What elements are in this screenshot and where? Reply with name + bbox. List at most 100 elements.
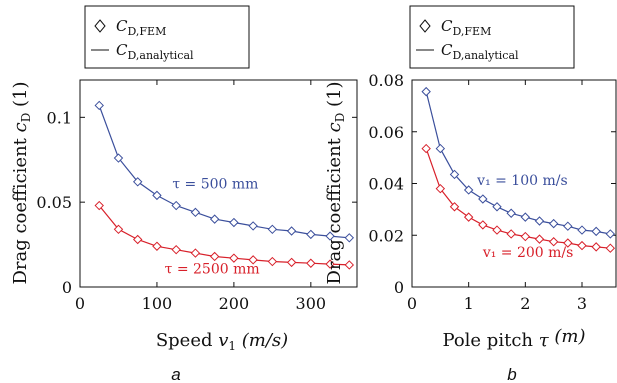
- y-tick-label-a: 0: [62, 278, 72, 297]
- fem-point-b-0: [449, 169, 460, 180]
- fem-point-a-1: [133, 234, 143, 245]
- series-annotation-b-0: v₁ = 100 m/s: [476, 173, 568, 189]
- y-axis-label-b: Drag coefficient cD (1): [324, 81, 347, 284]
- y-tick-label-b: 0.02: [368, 226, 404, 245]
- legend-analytical-sub-a: D,analytical: [127, 49, 194, 62]
- x-label-unit-a: (m/s): [236, 330, 288, 351]
- fem-point-b-1: [421, 143, 431, 154]
- fem-point-a-1: [267, 256, 278, 267]
- fem-point-a-0: [171, 200, 181, 211]
- fem-point-b-1: [435, 183, 446, 194]
- fem-point-a-0: [306, 229, 316, 240]
- y-tick-label-a: 0.1: [47, 108, 72, 127]
- y-tick-label-b: 0.08: [368, 71, 404, 90]
- legend-diamond-marker-a: [94, 19, 106, 33]
- fem-point-a-0: [209, 214, 220, 224]
- x-tick-label-b: 2: [520, 294, 530, 313]
- fem-point-b-1: [449, 202, 460, 212]
- series-b: v₁ = 100 m/s v₁ = 200 m/s: [421, 86, 616, 261]
- fem-point-a-1: [94, 200, 104, 211]
- x-label-var-b: τ: [539, 330, 550, 351]
- legend-b: CD,FEM CD,analytical: [409, 5, 575, 69]
- fem-point-a-1: [248, 255, 258, 265]
- series-annotation-b-1: v₁ = 200 m/s: [482, 245, 574, 261]
- fem-point-a-1: [209, 251, 220, 262]
- legend-fem-main-a: C: [116, 17, 128, 35]
- fem-point-a-1: [113, 224, 124, 235]
- legend-entry-fem-a: CD,FEM: [116, 17, 166, 38]
- fem-point-b-0: [506, 208, 516, 218]
- y-label-sub-b: D: [333, 113, 347, 123]
- ticks-a: 0 100 200 300 0 0.05 0.1: [36, 80, 357, 313]
- x-tick-label-b: 3: [577, 294, 587, 313]
- x-label-main-b: Pole pitch: [442, 330, 538, 351]
- fem-point-a-0: [325, 231, 335, 241]
- fem-point-a-0: [344, 233, 355, 243]
- fem-point-a-0: [286, 226, 297, 236]
- fem-point-b-1: [577, 240, 587, 251]
- fem-point-b-1: [463, 212, 474, 222]
- legend-diamond-marker-b: [419, 19, 431, 33]
- fem-point-b-0: [563, 221, 573, 231]
- fem-point-b-0: [548, 218, 559, 229]
- x-tick-label-a: 300: [296, 294, 327, 313]
- legend-entry-fem-b: CD,FEM: [441, 17, 491, 38]
- legend-fem-sub-a: D,FEM: [127, 25, 166, 38]
- x-label-main-a: Speed: [156, 330, 218, 351]
- fem-point-b-0: [478, 194, 488, 204]
- legend-entry-analytical-a: CD,analytical: [116, 41, 194, 62]
- fem-point-a-0: [229, 217, 239, 228]
- fem-point-b-0: [591, 226, 601, 237]
- panel-label-a: a: [171, 365, 180, 383]
- fem-point-b-1: [548, 237, 559, 247]
- fem-point-b-1: [534, 234, 545, 244]
- legend-analytical-sub-b: D,analytical: [452, 49, 519, 62]
- y-axis-label-a: Drag coefficient cD (1): [10, 81, 33, 284]
- fem-point-b-1: [492, 225, 502, 235]
- y-tick-label-b: 0: [394, 278, 404, 297]
- fem-point-a-0: [152, 190, 162, 201]
- fem-point-a-0: [94, 100, 104, 111]
- analytical-line-b-0: [425, 91, 611, 235]
- analytical-line-a-0: [98, 105, 350, 239]
- fem-point-a-0: [267, 224, 278, 235]
- fem-point-a-1: [286, 257, 297, 268]
- legend-fem-main-b: C: [441, 17, 453, 35]
- y-label-main-a: Drag coefficient: [10, 132, 31, 284]
- y-tick-label-b: 0.04: [368, 175, 404, 194]
- legend-box-b: [409, 5, 575, 69]
- x-tick-label-b: 1: [464, 294, 474, 313]
- fem-point-b-0: [435, 143, 446, 154]
- x-axis-label-a: Speed v1 (m/s): [156, 330, 288, 353]
- fem-point-a-1: [171, 244, 181, 255]
- y-label-unit-b: (1): [324, 81, 345, 112]
- fem-point-b-0: [463, 185, 474, 195]
- fem-point-a-0: [133, 177, 143, 187]
- series-annotation-a-1: τ = 2500 mm: [165, 261, 260, 277]
- y-label-unit-a: (1): [10, 81, 31, 112]
- fem-point-b-1: [605, 243, 616, 253]
- legend-box-a: [84, 5, 250, 69]
- fem-point-b-1: [506, 229, 516, 239]
- fem-point-a-1: [325, 259, 335, 269]
- fem-point-a-0: [248, 221, 258, 231]
- fem-point-b-0: [520, 212, 531, 222]
- legend-analytical-main-b: C: [441, 41, 453, 59]
- legend-entry-analytical-b: CD,analytical: [441, 41, 519, 62]
- x-label-unit-b: (m): [549, 326, 586, 347]
- fem-point-b-0: [534, 216, 545, 226]
- fem-point-a-1: [229, 253, 239, 263]
- panel-b: CD,FEM CD,analytical 0 1 2 300.020.040.060.…: [324, 5, 617, 383]
- fem-point-b-0: [605, 229, 616, 239]
- fem-point-b-0: [577, 225, 587, 235]
- y-tick-label-b: 0.06: [368, 123, 404, 142]
- x-tick-label-a: 0: [75, 294, 85, 313]
- series-a: τ = 500 mm τ = 2500 mm: [94, 100, 355, 277]
- fem-point-a-1: [306, 258, 316, 268]
- legend-fem-sub-b: D,FEM: [452, 25, 491, 38]
- x-axis-label-b: Pole pitch τ (m): [442, 326, 585, 351]
- fem-point-b-1: [563, 238, 573, 248]
- x-tick-label-a: 200: [219, 294, 250, 313]
- series-annotation-a-0: τ = 500 mm: [172, 177, 258, 193]
- fem-point-b-0: [421, 86, 431, 97]
